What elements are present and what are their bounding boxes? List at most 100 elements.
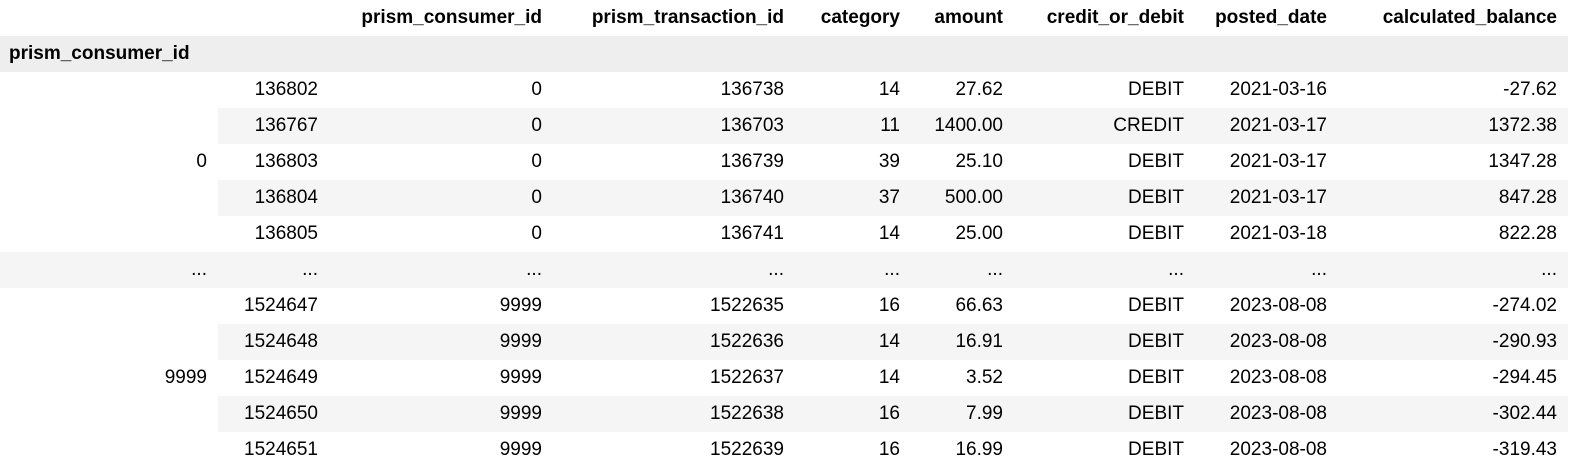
row-index-cell: ... (218, 252, 329, 288)
column-header-row: prism_consumer_id prism_transaction_id c… (0, 0, 1568, 36)
table-cell: DEBIT (1128, 79, 1184, 100)
row-index-cell: 1524649 (244, 367, 318, 388)
table-row: 136805 0 136741 14 25.00 DEBIT 2021-03-1… (0, 216, 1568, 252)
table-body: 0 136802 0 136738 14 27.62 DEBIT 2021-03… (0, 72, 1568, 468)
table-cell: DEBIT (1014, 180, 1195, 216)
row-index-cell: 136802 (254, 79, 318, 100)
table-row: 1524651 9999 1522639 16 16.99 DEBIT 2023… (0, 432, 1568, 468)
index-name-filler (1338, 36, 1568, 72)
row-index-cell: 1524651 (244, 439, 318, 460)
table-cell: 66.63 (955, 295, 1003, 316)
table-cell: 14 (878, 79, 900, 100)
group-index-cell: 0 (0, 72, 218, 252)
table-cell: -290.93 (1338, 324, 1568, 360)
row-index-cell: 136767 (218, 108, 329, 144)
group-index-cell: ... (0, 252, 218, 288)
table-cell: 11 (795, 108, 911, 144)
table-row: 136803 0 136739 39 25.10 DEBIT 2021-03-1… (0, 144, 1568, 180)
table-cell: DEBIT (1128, 295, 1184, 316)
table-cell: 0 (329, 108, 553, 144)
table-cell: ... (1338, 252, 1568, 288)
column-header: credit_or_debit (1046, 7, 1184, 28)
table-cell: 1522639 (710, 439, 784, 460)
table-cell: 2023-08-08 (1229, 295, 1327, 316)
table-cell: 500.00 (911, 180, 1014, 216)
table-cell: 1347.28 (1488, 151, 1557, 172)
table-row: 1524649 9999 1522637 14 3.52 DEBIT 2023-… (0, 360, 1568, 396)
table-cell: 2021-03-18 (1229, 223, 1327, 244)
table-cell: 16 (878, 295, 900, 316)
index-name-filler (1195, 36, 1338, 72)
table-cell: 2023-08-08 (1229, 367, 1327, 388)
table-cell: 1400.00 (911, 108, 1014, 144)
table-cell: ... (329, 252, 553, 288)
table-cell: DEBIT (1014, 324, 1195, 360)
table-cell: 37 (795, 180, 911, 216)
table-cell: 2021-03-16 (1229, 79, 1327, 100)
table-cell: 136703 (553, 108, 795, 144)
table-cell: 27.62 (955, 79, 1003, 100)
row-index-cell: 1524650 (218, 396, 329, 432)
table-row: 136804 0 136740 37 500.00 DEBIT 2021-03-… (0, 180, 1568, 216)
header-blank-cell (218, 0, 329, 36)
table-cell: DEBIT (1128, 223, 1184, 244)
table-cell: 14 (878, 223, 900, 244)
table-row: 1524650 9999 1522638 16 7.99 DEBIT 2023-… (0, 396, 1568, 432)
table-cell: 9999 (329, 396, 553, 432)
table-cell: 2021-03-17 (1229, 151, 1327, 172)
table-cell: -319.43 (1492, 439, 1557, 460)
table-cell: ... (553, 252, 795, 288)
table-cell: 9999 (329, 324, 553, 360)
table-cell: 25.10 (955, 151, 1003, 172)
table-cell: 9999 (499, 295, 542, 316)
table-cell: 16.99 (955, 439, 1003, 460)
table-cell: DEBIT (1128, 439, 1184, 460)
column-header: category (820, 7, 900, 28)
table-cell: 1522637 (710, 367, 784, 388)
table-cell: 136739 (720, 151, 784, 172)
index-name-filler (553, 36, 795, 72)
table-cell: 16 (878, 439, 900, 460)
table-cell: DEBIT (1128, 151, 1184, 172)
table-cell: 2023-08-08 (1195, 396, 1338, 432)
table-cell: 0 (531, 151, 542, 172)
table-row: 0 136802 0 136738 14 27.62 DEBIT 2021-03… (0, 72, 1568, 252)
table-cell: 9999 (499, 439, 542, 460)
table-cell: 136738 (720, 79, 784, 100)
table-cell: -27.62 (1503, 79, 1557, 100)
table-row: 9999 1524647 9999 1522635 16 66.63 DEBIT… (0, 288, 1568, 468)
column-header: prism_transaction_id (591, 7, 784, 28)
column-header: posted_date (1215, 7, 1327, 28)
table-cell: 9999 (499, 367, 542, 388)
table-cell: 1522636 (553, 324, 795, 360)
table-cell: -274.02 (1492, 295, 1557, 316)
table-cell: DEBIT (1128, 367, 1184, 388)
row-index-cell: 136804 (218, 180, 329, 216)
table-cell: 2021-03-17 (1195, 180, 1338, 216)
table-cell: 7.99 (911, 396, 1014, 432)
table-cell: 25.00 (955, 223, 1003, 244)
table-cell: 16 (795, 396, 911, 432)
table-cell: 2023-08-08 (1229, 439, 1327, 460)
table-cell: 16.91 (911, 324, 1014, 360)
column-header: amount (934, 7, 1003, 28)
header-blank-cell (0, 0, 218, 36)
index-name-filler (911, 36, 1014, 72)
index-name-filler (1014, 36, 1195, 72)
row-index-cell: 136803 (254, 151, 318, 172)
ellipsis-row: ... ... ... ... ... ... ... ... ... (0, 252, 1568, 288)
index-name-header: prism_consumer_id (0, 36, 218, 72)
row-index-cell: 1524648 (218, 324, 329, 360)
column-header: prism_consumer_id (361, 7, 542, 28)
index-name-row: prism_consumer_id (0, 36, 1568, 72)
group-index-cell: 9999 (0, 288, 218, 468)
table-cell: 39 (878, 151, 900, 172)
table-cell: -302.44 (1338, 396, 1568, 432)
index-name-filler (218, 36, 329, 72)
table-cell: ... (911, 252, 1014, 288)
table-cell: ... (1014, 252, 1195, 288)
table-cell: DEBIT (1014, 396, 1195, 432)
table-cell: 0 (329, 180, 553, 216)
table-cell: 14 (795, 324, 911, 360)
